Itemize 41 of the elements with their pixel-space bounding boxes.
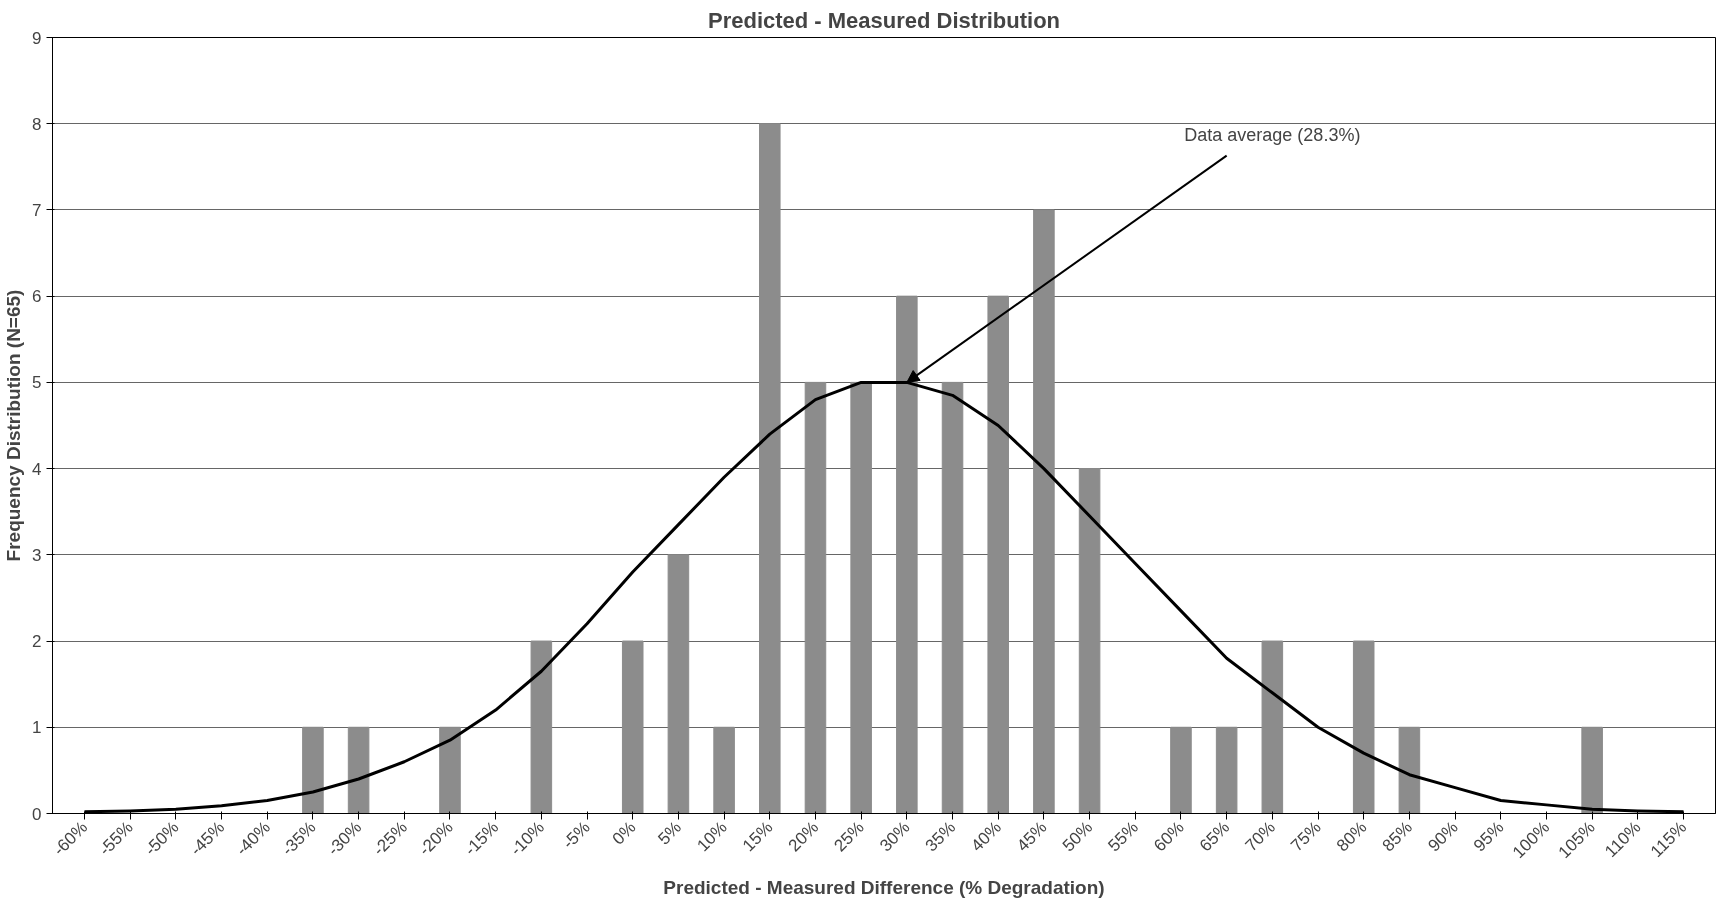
x-tick-label: 40%: [967, 817, 1005, 856]
y-tick-label: 2: [32, 632, 42, 652]
x-tick-label: 75%: [1287, 817, 1325, 856]
x-tick-label: 45%: [1013, 817, 1051, 856]
bar: [1033, 209, 1055, 814]
y-tick-label: 8: [32, 114, 42, 134]
x-tick-label: 5%: [654, 817, 686, 849]
bar: [667, 554, 690, 814]
y-tick-label: 5: [32, 373, 42, 393]
annotation: Data average (28.3%): [1184, 125, 1361, 146]
bar: [1261, 640, 1284, 814]
bar: [302, 726, 324, 814]
bar: [941, 381, 964, 814]
y-tick-label: 1: [32, 718, 42, 738]
bar: [347, 726, 370, 814]
x-axis-title: Predicted - Measured Difference (% Degradation): [663, 876, 1105, 898]
bar: [987, 295, 1009, 814]
y-axis-title: Frequency Distribution (N=65): [3, 289, 25, 562]
bar: [713, 726, 735, 814]
x-tick-label: -5%: [558, 817, 594, 853]
bar: [439, 726, 461, 814]
chart-title: Predicted - Measured Distribution: [707, 7, 1061, 33]
y-tick-label: 6: [32, 287, 42, 307]
bar: [1352, 640, 1375, 814]
bar: [1170, 726, 1192, 814]
x-tick-label: 0%: [608, 817, 640, 849]
bar: [1581, 726, 1603, 814]
bar: [1215, 726, 1238, 814]
bar: [621, 640, 644, 814]
x-tick-label: 70%: [1241, 817, 1280, 856]
bar: [804, 381, 827, 814]
bar: [1398, 726, 1421, 814]
y-tick-label: 3: [32, 545, 42, 565]
y-tick-label: 9: [32, 28, 42, 48]
y-tick-label: 0: [32, 804, 42, 824]
bar: [850, 381, 872, 814]
y-tick-label: 7: [32, 200, 42, 220]
y-tick-label: 4: [32, 459, 42, 479]
bar: [1078, 468, 1101, 814]
bar: [759, 123, 781, 814]
bar: [530, 640, 553, 814]
